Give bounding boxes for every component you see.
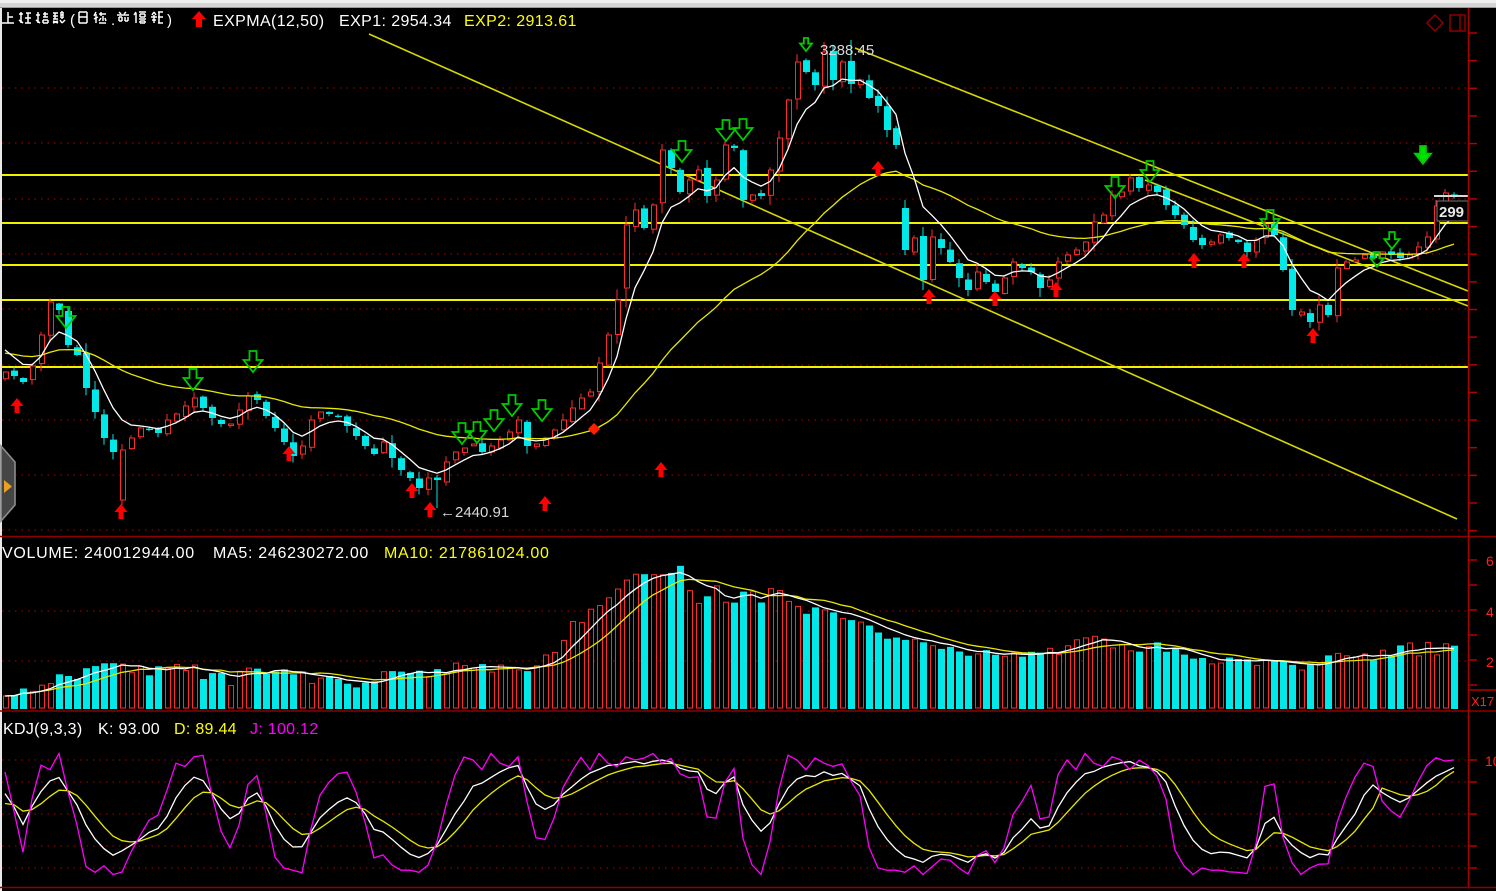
- svg-text:K: 93.00: K: 93.00: [98, 721, 160, 738]
- svg-text:MA10: 217861024.00: MA10: 217861024.00: [384, 545, 550, 562]
- svg-text:.: .: [111, 12, 115, 29]
- svg-text:EXPMA(12,50): EXPMA(12,50): [213, 13, 325, 30]
- svg-text:MA5: 246230272.00: MA5: 246230272.00: [213, 545, 369, 562]
- svg-text:6: 6: [1486, 553, 1494, 569]
- svg-text:VOLUME: 240012944.00: VOLUME: 240012944.00: [2, 545, 195, 562]
- svg-text:): ): [167, 12, 172, 29]
- svg-text:299: 299: [1439, 204, 1464, 221]
- svg-text:4: 4: [1486, 604, 1494, 620]
- svg-text:D: 89.44: D: 89.44: [174, 721, 237, 738]
- svg-text:3288.45: 3288.45: [820, 42, 874, 59]
- svg-text:J: 100.12: J: 100.12: [250, 721, 319, 738]
- svg-text:EXP1: 2954.34: EXP1: 2954.34: [339, 13, 452, 30]
- svg-text:(: (: [70, 12, 75, 29]
- svg-text:2: 2: [1486, 654, 1494, 670]
- svg-text:100: 100: [1485, 753, 1496, 769]
- svg-text:KDJ(9,3,3): KDJ(9,3,3): [3, 721, 82, 738]
- svg-text:←2440.91: ←2440.91: [440, 504, 509, 521]
- svg-text:X17: X17: [1471, 694, 1494, 709]
- svg-text:EXP2: 2913.61: EXP2: 2913.61: [464, 13, 577, 30]
